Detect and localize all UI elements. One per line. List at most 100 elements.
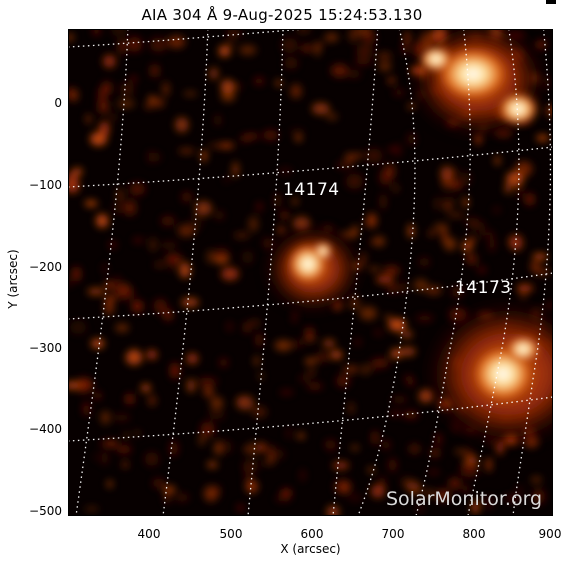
network-cell xyxy=(277,226,285,234)
network-cell xyxy=(493,207,501,213)
network-cell xyxy=(148,150,153,163)
network-cell xyxy=(278,168,293,174)
network-cell xyxy=(389,410,402,417)
network-cell xyxy=(112,203,130,214)
network-cell xyxy=(225,41,236,47)
network-cell xyxy=(267,449,285,460)
x-tick-label: 400 xyxy=(137,527,161,541)
network-cell xyxy=(152,478,165,488)
network-cell xyxy=(162,81,170,97)
network-cell xyxy=(148,95,155,102)
network-cell xyxy=(478,230,495,237)
network-cell xyxy=(392,89,405,96)
network-cell xyxy=(506,171,524,186)
network-cell xyxy=(234,83,242,90)
network-cell xyxy=(460,463,479,478)
y-axis-label: Y (arcsec) xyxy=(6,249,20,309)
network-cell xyxy=(237,504,245,512)
network-cell xyxy=(463,197,468,208)
network-cell xyxy=(355,45,373,57)
network-cell xyxy=(407,223,415,239)
network-cell xyxy=(183,91,197,96)
network-cell xyxy=(354,29,371,34)
network-cell xyxy=(525,193,535,206)
network-cell xyxy=(504,495,522,501)
network-cell xyxy=(109,113,116,122)
network-cell xyxy=(91,338,105,349)
network-cell xyxy=(233,232,250,239)
network-cell xyxy=(134,430,141,435)
x-tick-label: 500 xyxy=(219,527,243,541)
solar-image[interactable] xyxy=(68,29,553,516)
corner-mark xyxy=(546,0,556,4)
network-cell xyxy=(218,45,231,57)
network-cell xyxy=(424,488,434,498)
network-cell xyxy=(350,445,360,450)
network-cell xyxy=(347,303,361,309)
network-cell xyxy=(292,198,298,205)
network-cell xyxy=(72,266,81,282)
network-cell xyxy=(316,352,329,362)
network-cell xyxy=(281,211,288,220)
network-cell xyxy=(153,298,167,314)
network-cell xyxy=(387,77,396,84)
network-cell xyxy=(336,375,350,387)
network-cell xyxy=(435,489,451,501)
network-cell xyxy=(303,336,316,342)
network-cell xyxy=(390,348,402,359)
network-cell xyxy=(108,241,117,249)
network-cell xyxy=(281,37,298,53)
network-cell xyxy=(210,396,224,410)
network-cell xyxy=(169,256,177,271)
network-cell xyxy=(383,265,400,276)
network-cell xyxy=(151,97,165,108)
network-cell xyxy=(150,64,160,78)
network-cell xyxy=(107,480,113,488)
network-cell xyxy=(494,129,513,138)
network-cell xyxy=(465,447,473,459)
network-cell xyxy=(294,134,303,142)
network-cell xyxy=(343,482,348,494)
network-cell xyxy=(175,493,189,502)
network-cell xyxy=(256,202,263,212)
network-cell xyxy=(119,82,135,96)
network-cell xyxy=(131,348,138,363)
network-cell xyxy=(195,201,212,216)
y-tick-label: −300 xyxy=(29,341,62,355)
network-cell xyxy=(217,440,233,454)
network-cell xyxy=(241,250,254,264)
network-cell xyxy=(296,29,311,34)
network-cell xyxy=(133,238,144,243)
y-tick-label: 0 xyxy=(54,96,62,110)
network-cell xyxy=(186,353,199,364)
network-cell xyxy=(104,301,115,315)
network-cell xyxy=(122,461,128,468)
network-cell xyxy=(207,461,218,468)
network-cell xyxy=(324,439,337,450)
network-cell xyxy=(242,459,258,474)
network-cell xyxy=(530,476,542,483)
network-cell xyxy=(104,295,116,303)
network-cell xyxy=(300,469,306,482)
network-cell xyxy=(322,339,336,348)
network-cell xyxy=(68,278,72,287)
network-cell xyxy=(361,251,366,267)
network-cell xyxy=(433,223,449,232)
network-cell xyxy=(226,321,233,332)
network-cell xyxy=(486,457,492,472)
network-cell xyxy=(203,386,214,398)
network-cell xyxy=(545,104,553,117)
network-cell xyxy=(248,216,259,232)
network-cell xyxy=(373,236,386,247)
active-region-cores xyxy=(286,44,541,406)
network-cell xyxy=(101,450,109,466)
network-cell xyxy=(96,214,109,228)
network-cell xyxy=(331,64,348,78)
network-cell xyxy=(389,146,395,153)
network-cell xyxy=(344,153,357,162)
network-cell xyxy=(371,484,385,498)
network-cell xyxy=(279,390,294,395)
network-cell xyxy=(444,237,457,251)
network-cell xyxy=(244,445,250,454)
network-cell xyxy=(186,378,196,393)
